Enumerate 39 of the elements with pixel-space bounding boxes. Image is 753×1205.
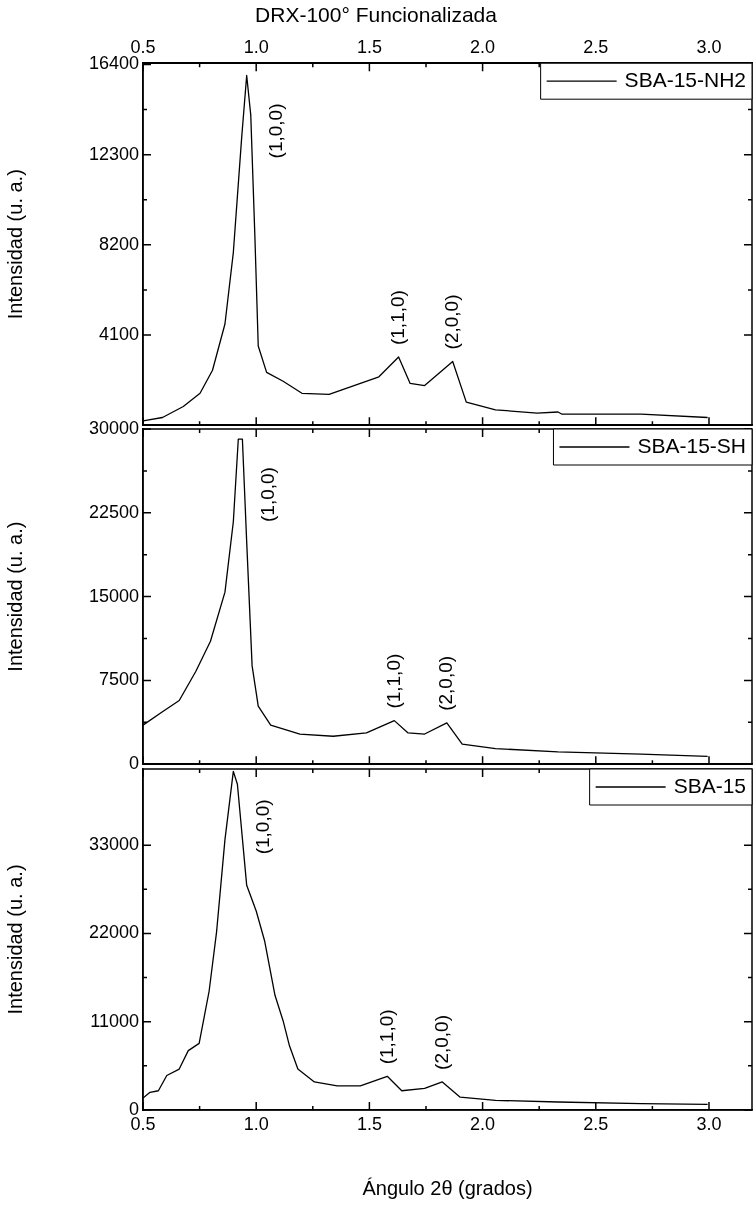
legend-label: SBA-15-NH2	[624, 68, 747, 91]
y-tick-label: 33000	[88, 834, 139, 855]
x-tick-label: 1.5	[356, 1113, 382, 1134]
y-tick-label: 12300	[88, 143, 139, 164]
x2-tick-label: 3.0	[696, 37, 722, 58]
x2-tick-label: 1.0	[243, 37, 269, 58]
annotation: (1,1,0)	[386, 290, 408, 346]
y-tick-label: 0	[128, 753, 139, 774]
y-tick-label: 16400	[88, 53, 139, 74]
annotation: (1,0,0)	[256, 467, 278, 522]
x-axis-title: Ángulo 2θ (grados)	[362, 1176, 533, 1199]
legend-label: SBA-15	[673, 773, 746, 797]
y-tick-label: 15000	[88, 585, 139, 606]
y-axis-title: Intensidad (u. a.)	[3, 169, 26, 320]
x2-tick-label: 2.0	[470, 37, 496, 58]
legend-label: SBA-15-SH	[637, 433, 747, 457]
y-axis-title: Intensidad (u. a.)	[3, 864, 26, 1015]
annotation: (2,0,0)	[440, 294, 462, 350]
chart-title: DRX-100° Funcionalizada	[255, 3, 498, 27]
x-tick-label: 1.0	[243, 1113, 269, 1134]
y-tick-label: 30000	[88, 417, 139, 438]
x-tick-label: 3.0	[696, 1113, 722, 1134]
x2-tick-label: 1.5	[356, 37, 382, 58]
y-tick-label: 22500	[88, 501, 139, 522]
annotation: (1,0,0)	[251, 799, 273, 855]
y-tick-label: 8200	[98, 233, 139, 254]
annotation: (1,1,0)	[375, 1009, 397, 1065]
annotation: (1,1,0)	[382, 653, 404, 709]
y-tick-label: 7500	[98, 669, 139, 690]
y-tick-label: 22000	[88, 922, 139, 943]
x-tick-label: 2.5	[583, 1113, 609, 1134]
x-tick-label: 2.0	[470, 1113, 496, 1134]
annotation: (1,0,0)	[264, 103, 286, 159]
annotation: (2,0,0)	[435, 655, 457, 711]
annotation: (2,0,0)	[430, 1015, 452, 1070]
y-tick-label: 11000	[90, 1010, 139, 1031]
x2-tick-label: 2.5	[583, 37, 609, 58]
y-axis-title: Intensidad (u. a.)	[3, 521, 26, 672]
y-tick-label: 4100	[98, 324, 139, 344]
